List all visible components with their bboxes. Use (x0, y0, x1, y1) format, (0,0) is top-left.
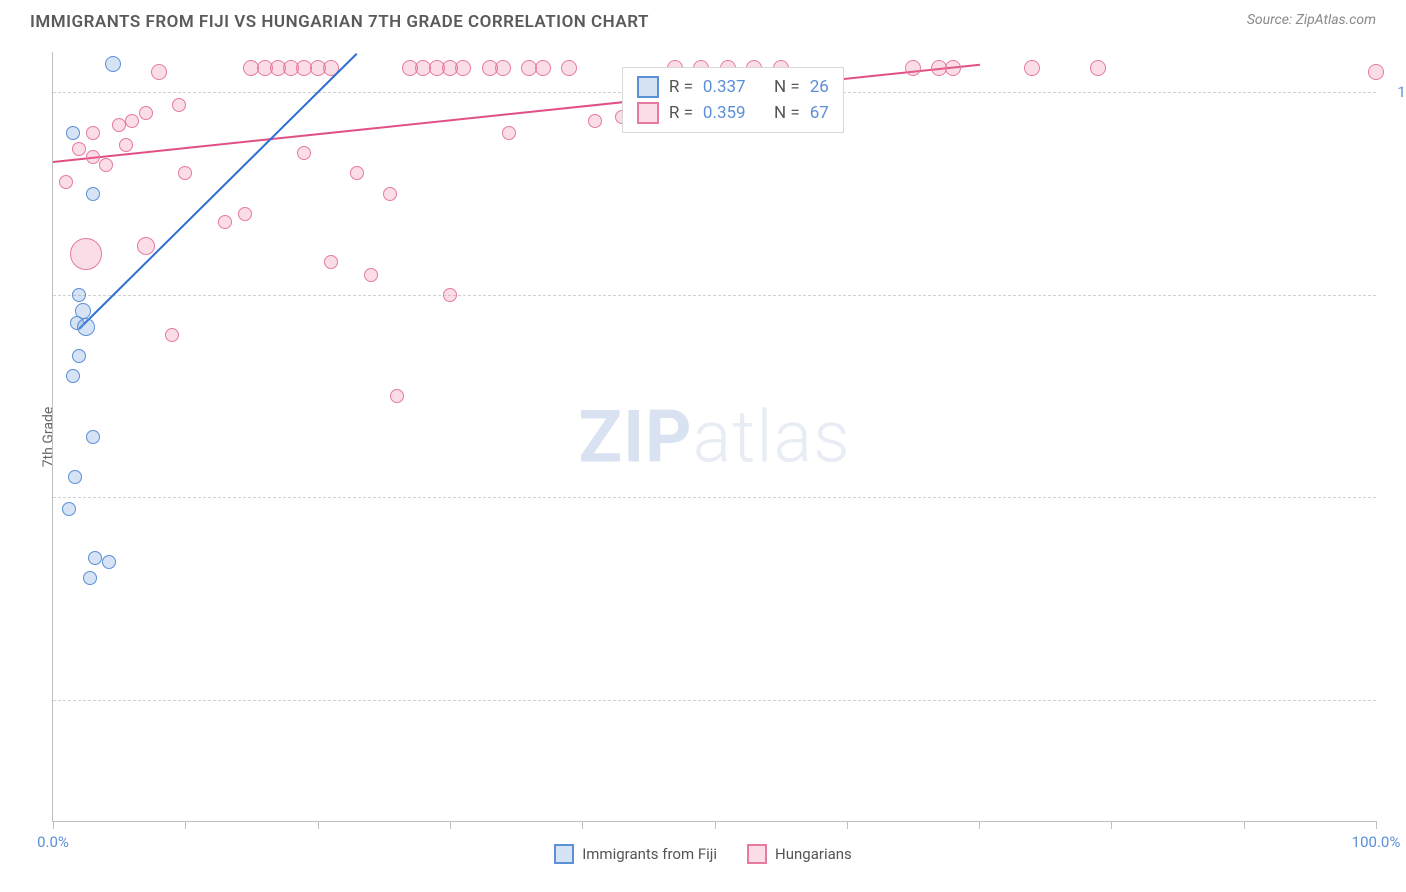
data-point (66, 126, 80, 140)
y-tick-label: 100.0% (1386, 83, 1406, 101)
stats-box: R = 0.337 N = 26R = 0.359 N = 67 (622, 67, 844, 133)
data-point (86, 430, 100, 444)
legend-swatch (554, 844, 574, 864)
data-point (77, 318, 95, 336)
n-label: N = (774, 103, 800, 123)
legend-label: Hungarians (775, 845, 852, 863)
x-tick (979, 821, 980, 829)
chart-header: IMMIGRANTS FROM FIJI VS HUNGARIAN 7TH GR… (0, 0, 1406, 40)
legend-label: Immigrants from Fiji (582, 845, 717, 863)
stats-row: R = 0.359 N = 67 (637, 100, 829, 126)
data-point (125, 114, 139, 128)
legend-item: Immigrants from Fiji (554, 844, 717, 864)
data-point (62, 502, 76, 516)
data-point (119, 138, 133, 152)
data-point (390, 389, 404, 403)
data-point (1024, 60, 1040, 76)
chart-legend: Immigrants from Fiji Hungarians (0, 844, 1406, 864)
data-point (238, 207, 252, 221)
data-point (172, 98, 186, 112)
data-point (105, 56, 121, 72)
r-label: R = (669, 77, 693, 97)
data-point (102, 555, 116, 569)
data-point (165, 328, 179, 342)
y-tick-label: 90.0% (1386, 488, 1406, 506)
x-tick (1111, 821, 1112, 829)
chart-title: IMMIGRANTS FROM FIJI VS HUNGARIAN 7TH GR… (30, 12, 649, 32)
data-point (86, 187, 100, 201)
gridline (53, 295, 1376, 296)
data-point (443, 288, 457, 302)
n-label: N = (774, 77, 800, 97)
data-point (68, 470, 82, 484)
x-tick (847, 821, 848, 829)
x-tick (715, 821, 716, 829)
data-point (383, 187, 397, 201)
data-point (905, 60, 921, 76)
data-point (72, 142, 86, 156)
data-point (99, 158, 113, 172)
data-point (86, 150, 100, 164)
r-value: 0.359 (703, 103, 746, 123)
data-point (945, 60, 961, 76)
chart-source: Source: ZipAtlas.com (1247, 12, 1376, 28)
data-point (59, 175, 73, 189)
x-tick (450, 821, 451, 829)
data-point (1090, 60, 1106, 76)
data-point (70, 238, 102, 270)
r-value: 0.337 (703, 77, 746, 97)
x-tick (1376, 821, 1377, 829)
data-point (495, 60, 511, 76)
x-tick (582, 821, 583, 829)
data-point (455, 60, 471, 76)
n-value: 26 (810, 77, 829, 97)
data-point (502, 126, 516, 140)
n-value: 67 (810, 103, 829, 123)
data-point (218, 215, 232, 229)
data-point (364, 268, 378, 282)
watermark: ZIPatlas (578, 394, 850, 479)
stats-row: R = 0.337 N = 26 (637, 74, 829, 100)
data-point (151, 64, 167, 80)
trend-line (79, 52, 358, 329)
data-point (72, 349, 86, 363)
y-tick-label: 85.0% (1386, 691, 1406, 709)
gridline (53, 497, 1376, 498)
data-point (324, 255, 338, 269)
y-tick-label: 95.0% (1386, 286, 1406, 304)
x-tick (185, 821, 186, 829)
data-point (137, 237, 155, 255)
r-label: R = (669, 103, 693, 123)
x-tick (318, 821, 319, 829)
legend-swatch (747, 844, 767, 864)
data-point (83, 571, 97, 585)
data-point (178, 166, 192, 180)
data-point (72, 288, 86, 302)
data-point (350, 166, 364, 180)
data-point (86, 126, 100, 140)
data-point (535, 60, 551, 76)
chart-area: 7th Grade ZIPatlas 85.0%90.0%95.0%100.0%… (52, 52, 1376, 822)
data-point (88, 551, 102, 565)
plot-area: ZIPatlas 85.0%90.0%95.0%100.0%0.0%100.0%… (52, 52, 1376, 822)
data-point (561, 60, 577, 76)
legend-item: Hungarians (747, 844, 852, 864)
x-tick (1244, 821, 1245, 829)
series-swatch (637, 102, 659, 124)
data-point (1368, 64, 1384, 80)
x-tick (53, 821, 54, 829)
data-point (66, 369, 80, 383)
data-point (297, 146, 311, 160)
series-swatch (637, 76, 659, 98)
data-point (588, 114, 602, 128)
gridline (53, 700, 1376, 701)
data-point (139, 106, 153, 120)
data-point (112, 118, 126, 132)
